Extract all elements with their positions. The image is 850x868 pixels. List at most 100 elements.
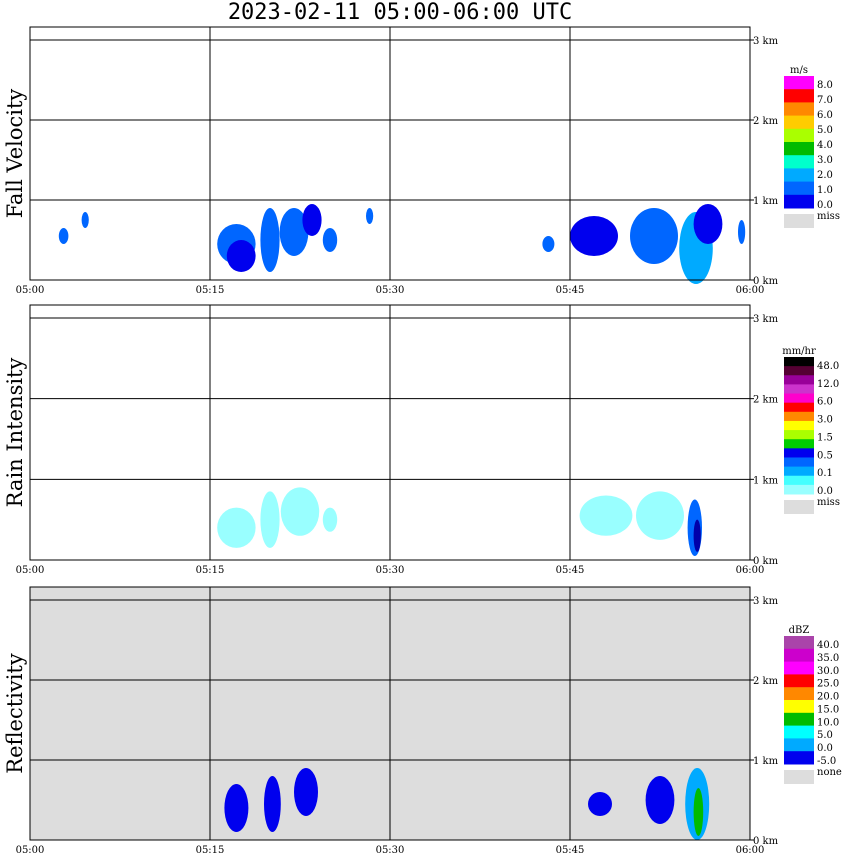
- y-tick-label: 2 km: [753, 395, 779, 406]
- echo-blob: [260, 208, 280, 272]
- colorbar-swatch: [784, 102, 814, 117]
- plot-frame: [29, 26, 751, 281]
- colorbar-swatch: [784, 411, 814, 422]
- x-tick-label: 05:45: [556, 285, 585, 296]
- x-tick-label: 05:15: [196, 565, 225, 576]
- colorbar-swatch: [784, 475, 814, 486]
- x-tick-label: 05:15: [196, 845, 225, 856]
- colorbar-label: 2.0: [817, 170, 833, 181]
- colorbar-swatch: [784, 420, 814, 431]
- colorbar-label: 4.0: [817, 140, 833, 151]
- echo-blob: [693, 519, 701, 552]
- panel-ylabel: Reflectivity: [3, 653, 27, 774]
- colorbar-unit: mm/hr: [782, 346, 816, 357]
- y-tick-label: 0 km: [753, 276, 779, 287]
- echo-blob: [322, 228, 338, 252]
- colorbar-swatch: [784, 636, 814, 650]
- colorbar-label: 25.0: [817, 679, 839, 690]
- x-tick-label: 05:45: [556, 565, 585, 576]
- echo-blob: [81, 212, 89, 228]
- colorbar-swatch: [784, 115, 814, 130]
- x-tick-label: 05:00: [16, 845, 45, 856]
- colorbar-swatch: [784, 366, 814, 376]
- colorbar-swatch: [784, 402, 814, 413]
- y-tick-label: 0 km: [753, 556, 779, 567]
- echo-blob: [366, 208, 374, 224]
- colorbar-swatch: [784, 738, 814, 752]
- colorbar-label: 35.0: [817, 653, 839, 664]
- plot-frame: [29, 304, 751, 561]
- colorbar-label: 15.0: [817, 704, 839, 715]
- x-tick-label: 05:30: [376, 845, 405, 856]
- colorbar-label: 1.5: [817, 432, 833, 443]
- colorbar: dBZ 40.0 35.0 30.0 25.0 20.015.0 10.0 5.0 0.0 -5.…: [784, 625, 842, 784]
- colorbar-swatch: [784, 142, 814, 156]
- colorbar-swatch: [784, 725, 814, 739]
- colorbar-label: 3.0: [817, 155, 833, 166]
- y-tick-label: 1 km: [753, 196, 779, 207]
- colorbar-swatch: [784, 168, 814, 183]
- colorbar-label: 0.0: [817, 743, 833, 754]
- colorbar-swatch: [784, 430, 814, 440]
- colorbar-swatch: [784, 712, 814, 727]
- echo-blob: [645, 776, 675, 824]
- colorbar-label: 10.0: [817, 717, 839, 728]
- echo-blob: [693, 204, 723, 244]
- colorbar-label: 40.0: [817, 640, 839, 651]
- x-tick-label: 06:00: [736, 285, 765, 296]
- echo-blob: [738, 220, 746, 244]
- colorbar-label: 30.0: [817, 666, 839, 677]
- y-tick-label: 2 km: [753, 116, 779, 127]
- colorbar-label: -5.0: [817, 756, 836, 767]
- plot-frame: [29, 586, 751, 841]
- colorbar-label: 6.0: [817, 110, 833, 121]
- colorbar-swatch: [784, 751, 814, 765]
- x-tick-label: 06:00: [736, 565, 765, 576]
- echo-blob: [224, 784, 249, 832]
- colorbar-miss-swatch: [784, 214, 814, 228]
- panel-ylabel: Fall Velocity: [3, 89, 27, 219]
- echo-blob: [693, 788, 704, 836]
- colorbar-label: 0.0: [817, 486, 833, 497]
- y-tick-label: 3 km: [753, 36, 779, 47]
- colorbar-swatch: [784, 384, 814, 395]
- colorbar-label: 5.0: [817, 125, 833, 136]
- x-tick-label: 05:30: [376, 285, 405, 296]
- colorbar-label: 20.0: [817, 692, 839, 703]
- colorbar-label: 48.0: [817, 361, 839, 372]
- colorbar-swatch: [784, 484, 814, 495]
- echo-blob: [588, 792, 612, 816]
- colorbar-label: 0.5: [817, 450, 833, 461]
- chart-title: 2023-02-11 05:00-06:00 UTC: [227, 0, 573, 25]
- colorbar-swatch: [784, 448, 814, 458]
- colorbar-label: 1.0: [817, 185, 833, 196]
- x-tick-label: 05:00: [16, 565, 45, 576]
- x-tick-label: 05:15: [196, 285, 225, 296]
- echo-blob: [322, 507, 338, 532]
- echo-blob: [226, 240, 256, 272]
- x-tick-label: 05:30: [376, 565, 405, 576]
- echo-blob: [294, 768, 318, 816]
- x-tick-label: 05:00: [16, 285, 45, 296]
- colorbar-unit: dBZ: [789, 625, 810, 636]
- y-tick-label: 1 km: [753, 756, 779, 767]
- colorbar-swatch: [784, 674, 814, 688]
- panel-2: 0 km 1 km 2 km 3 km 05:00 05:15 05:30 05:45 06:0…: [3, 304, 840, 576]
- echo-blob: [264, 776, 281, 832]
- panel-1: 0 km 1 km 2 km 3 km 05:00 05:15 05:30 05:45 06:0…: [3, 26, 840, 296]
- colorbar-miss-swatch: [784, 500, 814, 514]
- colorbar-miss-label: none: [817, 767, 842, 778]
- colorbar-miss-swatch: [784, 770, 814, 784]
- echo-blob: [630, 208, 678, 264]
- colorbar-swatch: [784, 76, 814, 90]
- colorbar-label: 0.1: [817, 468, 833, 479]
- echo-blob: [636, 491, 684, 540]
- colorbar-unit: m/s: [790, 65, 808, 76]
- echo-blob: [302, 204, 322, 236]
- y-tick-label: 1 km: [753, 475, 779, 486]
- echo-blob: [280, 487, 320, 536]
- colorbar-label: 8.0: [817, 80, 833, 91]
- colorbar-swatch: [784, 375, 814, 385]
